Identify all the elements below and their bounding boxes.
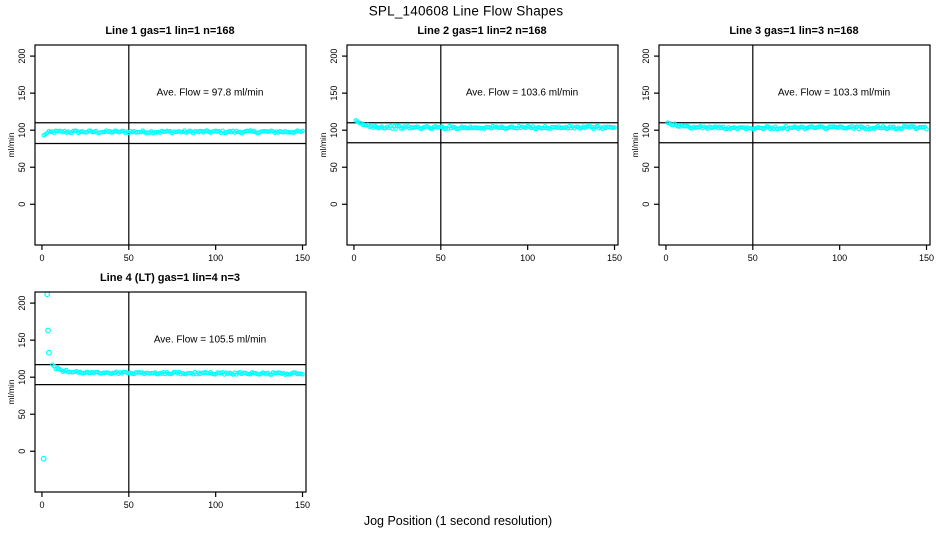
svg-text:150: 150 <box>919 253 934 263</box>
svg-text:0: 0 <box>39 253 44 263</box>
svg-text:0: 0 <box>641 202 651 207</box>
svg-text:100: 100 <box>17 370 27 385</box>
svg-text:50: 50 <box>641 162 651 172</box>
svg-text:50: 50 <box>329 162 339 172</box>
panel-1-points <box>41 128 305 138</box>
svg-text:50: 50 <box>124 253 134 263</box>
panel-3-points <box>665 120 929 132</box>
panel-1: 0 50 100 150 0 50 100 150 200 <box>17 44 310 263</box>
svg-text:0: 0 <box>663 253 668 263</box>
svg-text:0: 0 <box>17 202 27 207</box>
panel-1-y-axis-label: ml/min <box>6 132 16 158</box>
svg-text:50: 50 <box>17 162 27 172</box>
x-axis-label: Jog Position (1 second resolution) <box>363 514 553 528</box>
panel-1-ave-flow-annotation: Ave. Flow = 97.8 ml/min <box>156 87 264 99</box>
panel-4: 0 50 100 150 0 50 100 150 200 <box>17 291 310 510</box>
svg-text:0: 0 <box>17 449 27 454</box>
panel-3-ave-flow-annotation: Ave. Flow = 103.3 ml/min <box>777 87 891 99</box>
panel-2-points <box>353 118 617 132</box>
panel-2-x-ticks: 0 50 100 150 <box>351 245 622 263</box>
main-title: SPL_140608 Line Flow Shapes <box>368 3 564 19</box>
svg-text:100: 100 <box>520 253 535 263</box>
svg-text:200: 200 <box>17 49 27 64</box>
panel-1-y-ticks: 0 50 100 150 200 <box>17 49 35 207</box>
panel-4-y-ticks: 0 50 100 150 200 <box>17 296 35 454</box>
svg-text:100: 100 <box>641 123 651 138</box>
svg-text:100: 100 <box>329 123 339 138</box>
panel-4-plot-box <box>34 291 307 493</box>
panel-2-title: Line 2 gas=1 lin=2 n=168 <box>417 25 547 37</box>
panel-3: 0 50 100 150 0 50 100 150 200 <box>641 44 934 263</box>
panel-4-points <box>40 291 305 462</box>
panel-4-ave-flow-annotation: Ave. Flow = 105.5 ml/min <box>153 334 267 346</box>
svg-text:0: 0 <box>351 253 356 263</box>
panel-2-y-axis-label: ml/min <box>318 132 328 158</box>
svg-text:200: 200 <box>329 49 339 64</box>
svg-text:50: 50 <box>748 253 758 263</box>
panel-4-x-ticks: 0 50 100 150 <box>39 492 310 510</box>
svg-text:150: 150 <box>641 86 651 101</box>
svg-text:100: 100 <box>832 253 847 263</box>
svg-text:0: 0 <box>39 500 44 510</box>
svg-text:150: 150 <box>17 86 27 101</box>
panel-2-plot-box <box>346 44 619 246</box>
svg-text:150: 150 <box>17 333 27 348</box>
panel-4-title: Line 4 (LT) gas=1 lin=4 n=3 <box>99 272 241 284</box>
svg-text:200: 200 <box>641 49 651 64</box>
panel-2: 0 50 100 150 0 50 100 150 200 <box>329 44 622 263</box>
svg-text:150: 150 <box>295 500 310 510</box>
panel-2-y-ticks: 0 50 100 150 200 <box>329 49 347 207</box>
panel-1-plot-box <box>34 44 307 246</box>
svg-text:150: 150 <box>329 86 339 101</box>
panel-1-title: Line 1 gas=1 lin=1 n=168 <box>105 25 235 37</box>
svg-text:0: 0 <box>329 202 339 207</box>
panel-3-title: Line 3 gas=1 lin=3 n=168 <box>729 25 859 37</box>
panel-2-ave-flow-annotation: Ave. Flow = 103.6 ml/min <box>465 87 579 99</box>
svg-text:100: 100 <box>17 123 27 138</box>
svg-text:150: 150 <box>607 253 622 263</box>
panel-3-y-axis-label: ml/min <box>630 132 640 158</box>
svg-text:200: 200 <box>17 296 27 311</box>
panel-4-y-axis-label: ml/min <box>6 379 16 405</box>
svg-text:50: 50 <box>436 253 446 263</box>
svg-text:100: 100 <box>208 500 223 510</box>
panel-1-x-ticks: 0 50 100 150 <box>39 245 310 263</box>
panel-3-y-ticks: 0 50 100 150 200 <box>641 49 659 207</box>
svg-text:50: 50 <box>17 409 27 419</box>
panel-3-x-ticks: 0 50 100 150 <box>663 245 934 263</box>
svg-text:100: 100 <box>208 253 223 263</box>
svg-text:150: 150 <box>295 253 310 263</box>
panel-3-plot-box <box>658 44 931 246</box>
svg-text:50: 50 <box>124 500 134 510</box>
